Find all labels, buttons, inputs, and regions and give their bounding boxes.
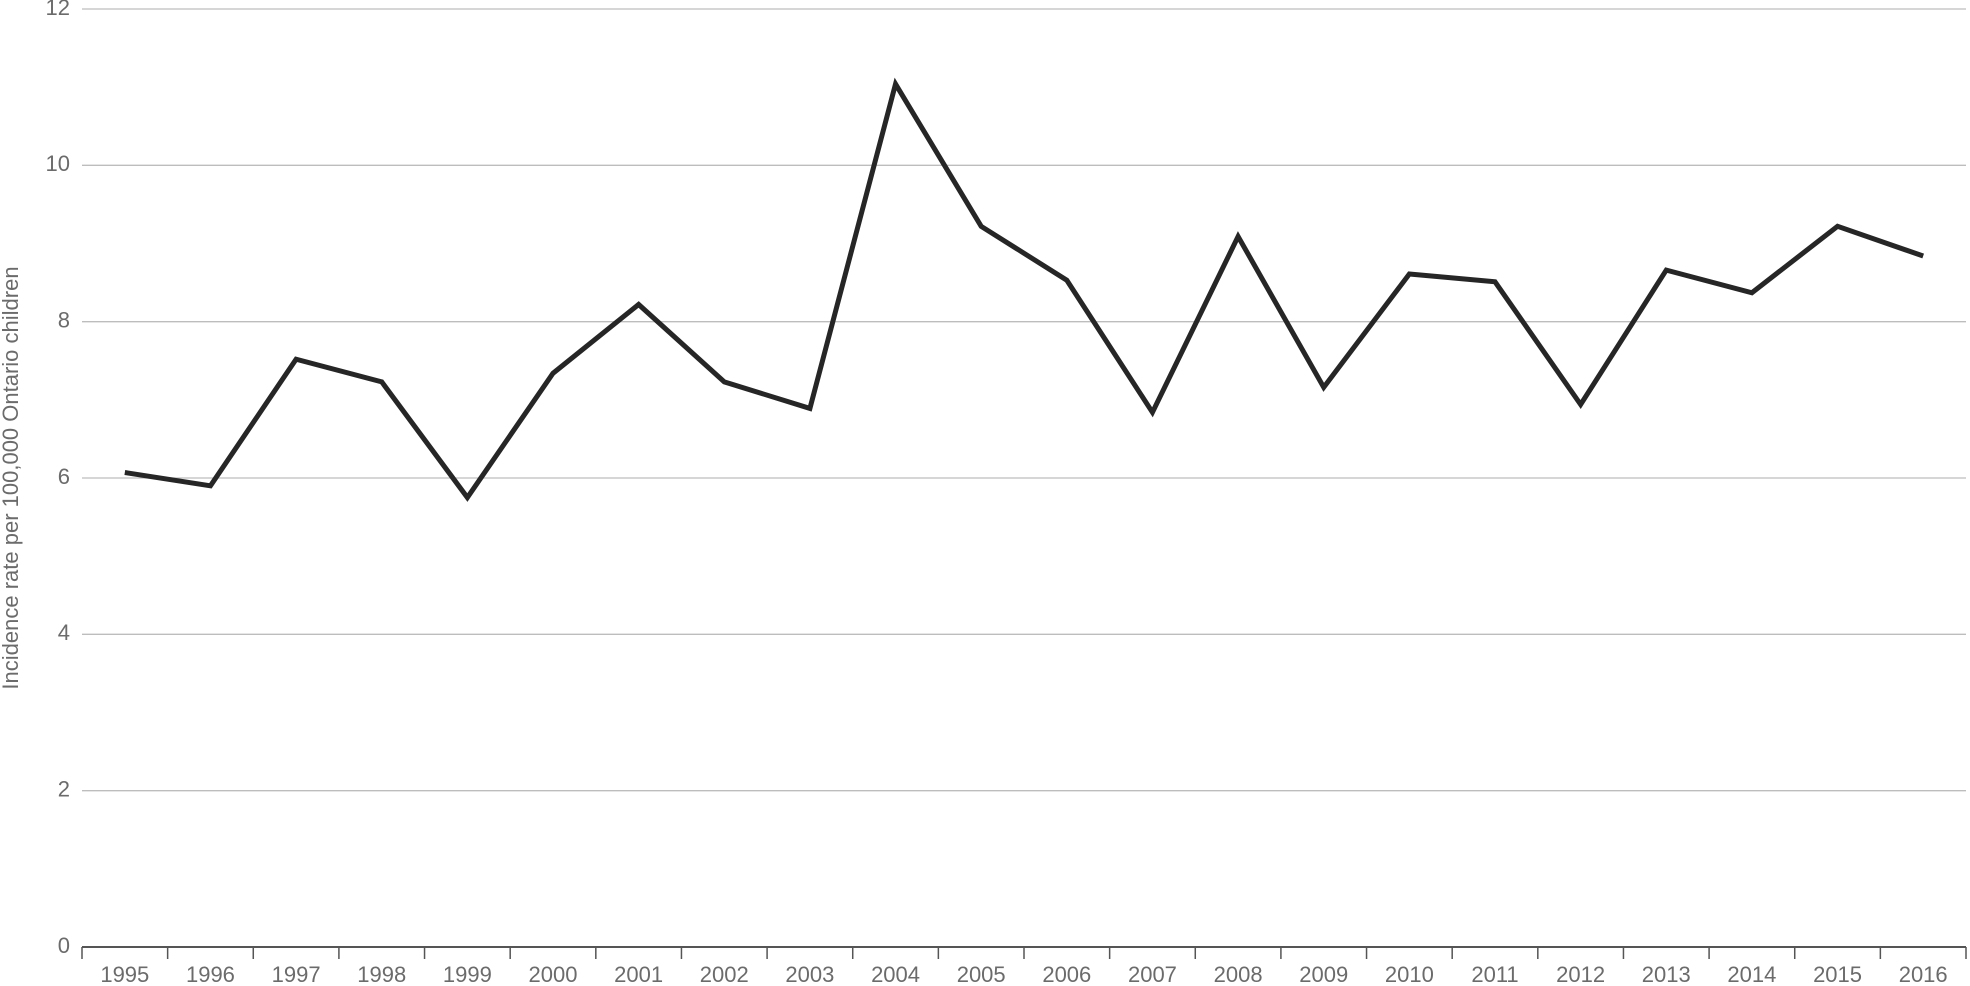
x-tick-label: 2011 [1471,962,1518,986]
x-tick-label: 2003 [785,962,834,986]
x-tick-label: 2001 [614,962,663,986]
x-tick-label: 2006 [1042,962,1091,986]
x-tick-label: 2008 [1214,962,1263,986]
x-tick-label: 2004 [871,962,920,986]
x-tick-label: 2007 [1128,962,1177,986]
x-tick-label: 1998 [357,962,406,986]
y-tick-label: 12 [46,0,70,20]
x-tick-label: 2000 [529,962,578,986]
x-tick-label: 2014 [1727,962,1776,986]
y-tick-label: 4 [58,620,70,645]
x-tick-label: 2013 [1642,962,1691,986]
x-tick-label: 2005 [957,962,1006,986]
x-tick-label: 1996 [186,962,235,986]
line [124,77,1925,502]
y-tick-label: 10 [46,151,70,176]
y-tick-label: 8 [58,307,70,332]
x-tick-label: 2016 [1899,962,1948,986]
y-tick-label: 0 [58,933,70,958]
y-tick-label: 6 [58,464,70,489]
y-tick-label: 2 [58,776,70,801]
x-tick-label: 2012 [1556,962,1605,986]
x-tick-label: 1995 [100,962,149,986]
y-axis-label: Incidence rate per 100,000 Ontario child… [0,266,23,689]
x-tick-label: 1999 [443,962,492,986]
x-tick-label: 2010 [1385,962,1434,986]
x-tick-label: 1997 [272,962,321,986]
x-tick-label: 2002 [700,962,749,986]
x-tick-label: 2009 [1299,962,1348,986]
x-tick-label: 2015 [1813,962,1862,986]
